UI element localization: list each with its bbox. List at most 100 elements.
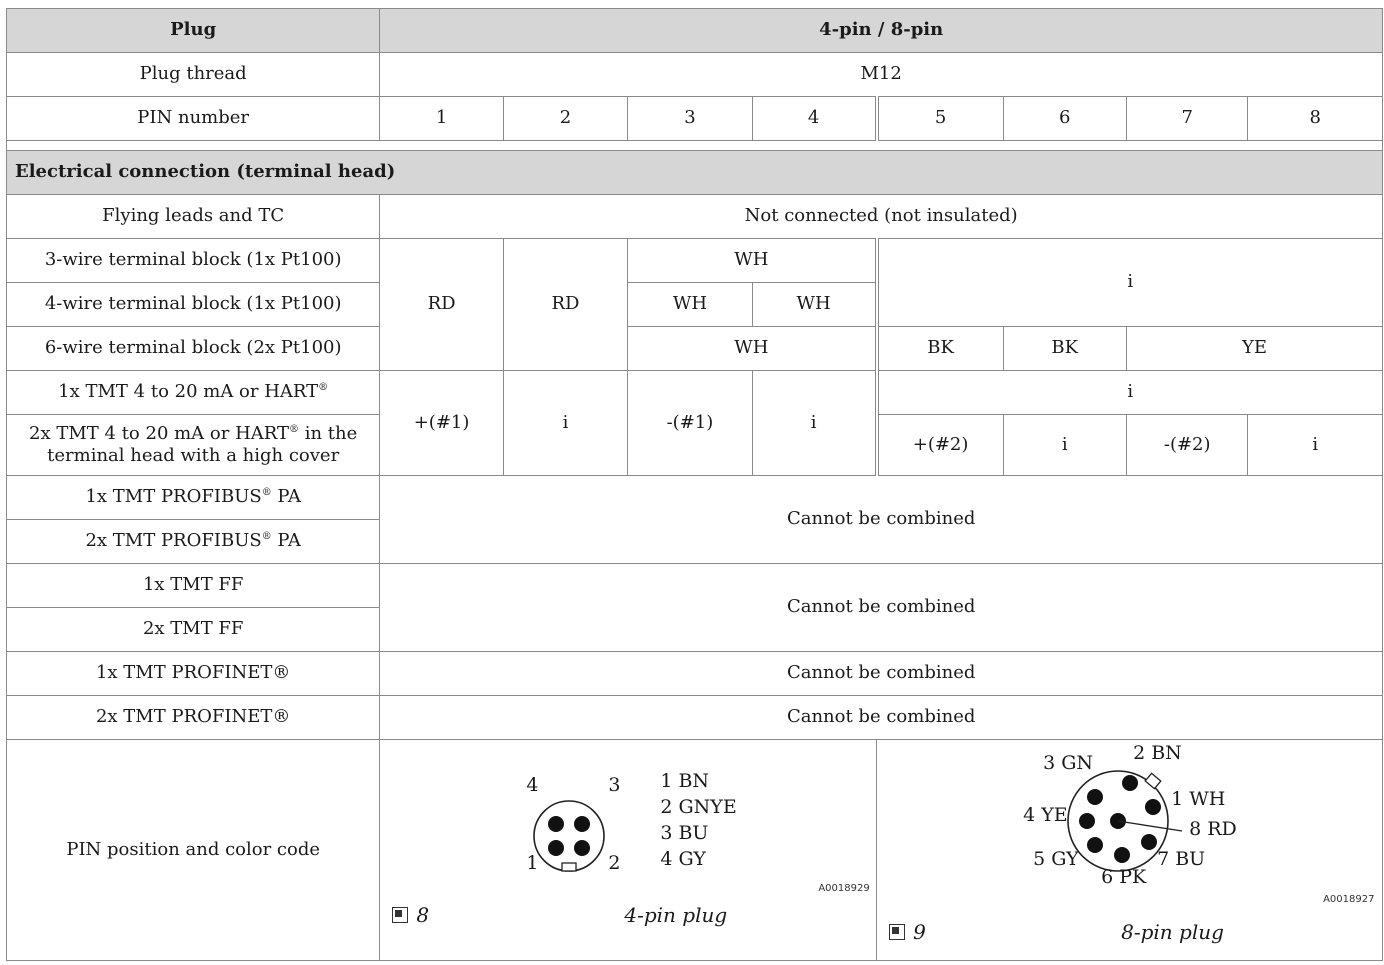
wire-pin2: RD (503, 239, 627, 371)
plug-8pin-label-2bn: 2 BN (1133, 742, 1182, 766)
plug-8pin-key (1145, 773, 1161, 788)
pin-3: 3 (628, 97, 752, 141)
profibus1-label: 1x TMT PROFIBUS® PA (7, 476, 380, 520)
plug-label: Plug (7, 9, 380, 53)
plug-4pin-label-1: 1 (526, 852, 538, 876)
plug-4pin-label-4: 4 (526, 774, 538, 798)
hart-pin2: i (503, 371, 627, 476)
profibus-value: Cannot be combined (380, 476, 1383, 564)
thread-row: Plug thread M12 (7, 53, 1383, 97)
wire-pin5-8: i (877, 239, 1383, 327)
wire3-row: 3-wire terminal block (1x Pt100) RD RD W… (7, 239, 1383, 283)
pin-5: 5 (877, 97, 1003, 141)
plug-4pin-legend-3: 3 BU (660, 822, 708, 846)
wire6-label: 6-wire terminal block (2x Pt100) (7, 327, 380, 371)
tmt1-hart-pin5-8: i (877, 371, 1383, 415)
profinet2-row: 2x TMT PROFINET® Cannot be combined (7, 696, 1383, 740)
ff-value: Cannot be combined (380, 564, 1383, 652)
plug-8pin-pin4 (1079, 813, 1095, 829)
profinet2-label: 2x TMT PROFINET® (7, 696, 380, 740)
wire6-row: 6-wire terminal block (2x Pt100) WH BK B… (7, 327, 1383, 371)
plug-4pin-legend-2: 2 GNYE (660, 796, 736, 820)
figure-8pin-number-text: 9 (913, 920, 926, 944)
spacer-row (7, 141, 1383, 151)
pin-6: 6 (1003, 97, 1126, 141)
wire6-pin3-4: WH (628, 327, 877, 371)
pin-7: 7 (1126, 97, 1247, 141)
profinet1-label: 1x TMT PROFINET® (7, 652, 380, 696)
figure-4pin-code: A0018929 (818, 883, 869, 896)
profibus1-row: 1x TMT PROFIBUS® PA Cannot be combined (7, 476, 1383, 520)
tmt2-hart-pin6: i (1003, 415, 1126, 476)
profibus1-reg: ® (262, 487, 272, 498)
plug-4pin-pin2 (574, 840, 590, 856)
hart-pin4: i (752, 371, 876, 476)
tmt2-hart-pin7: -(#2) (1126, 415, 1247, 476)
plug-8pin-pointer (1118, 821, 1182, 831)
plug-8pin-pin2 (1122, 775, 1138, 791)
tmt2-hart-reg: ® (289, 424, 299, 435)
hart-pin3: -(#1) (628, 371, 752, 476)
plug-8pin-label-4ye: 4 YE (1023, 804, 1068, 828)
tmt1-hart-label: 1x TMT 4 to 20 mA or HART® (7, 371, 380, 415)
pin-number-row: PIN number 1 2 3 4 5 6 7 8 (7, 97, 1383, 141)
plug-8pin-pin3 (1087, 789, 1103, 805)
spacer-cell (7, 141, 1383, 151)
figure-icon (392, 907, 408, 923)
plug-4pin-key (562, 863, 576, 871)
plug-4pin-legend-1: 1 BN (660, 770, 709, 794)
tmt2-hart-pin5: +(#2) (877, 415, 1003, 476)
plug-4pin-label-2: 2 (608, 852, 620, 876)
tmt1-hart-reg: ® (318, 382, 328, 393)
plug-4pin-label-3: 3 (608, 774, 620, 798)
plug-4pin-pin3 (574, 816, 590, 832)
profinet2-value: Cannot be combined (380, 696, 1383, 740)
wire4-label: 4-wire terminal block (1x Pt100) (7, 283, 380, 327)
plug-4pin-outline (534, 801, 604, 871)
tmt2-hart-label: 2x TMT 4 to 20 mA or HART® in the termin… (7, 415, 380, 476)
ff2-label: 2x TMT FF (7, 608, 380, 652)
profibus2-reg: ® (262, 531, 272, 542)
profinet1-row: 1x TMT PROFINET® Cannot be combined (7, 652, 1383, 696)
profibus1-label-text: 1x TMT PROFIBUS (85, 486, 261, 507)
plug-8pin-label-5gy: 5 GY (1033, 848, 1079, 872)
flying-leads-row: Flying leads and TC Not connected (not i… (7, 195, 1383, 239)
figure-8pin-caption: 8-pin plug (1121, 920, 1224, 945)
tmt1-hart-row: 1x TMT 4 to 20 mA or HART® +(#1) i -(#1)… (7, 371, 1383, 415)
plug-8pin-label-7bu: 7 BU (1157, 848, 1205, 872)
ff1-row: 1x TMT FF Cannot be combined (7, 564, 1383, 608)
plug-8pin-pin1 (1145, 799, 1161, 815)
section-title: Electrical connection (terminal head) (7, 151, 1383, 195)
pin-4: 4 (752, 97, 876, 141)
section-row: Electrical connection (terminal head) (7, 151, 1383, 195)
profinet1-value: Cannot be combined (380, 652, 1383, 696)
figure-8pin: 3 GN 2 BN 1 WH 4 YE 8 RD 5 GY 7 BU 6 PK … (877, 740, 1382, 960)
plug-8pin-label-8rd: 8 RD (1189, 818, 1237, 842)
profibus2-label: 2x TMT PROFIBUS® PA (7, 520, 380, 564)
wire4-pin3: WH (628, 283, 752, 327)
figure-icon (889, 924, 905, 940)
pin-position-label: PIN position and color code (7, 740, 380, 961)
wire3-label: 3-wire terminal block (1x Pt100) (7, 239, 380, 283)
wire-pin1: RD (380, 239, 503, 371)
profibus1-label-rest: PA (272, 486, 301, 507)
figure-4pin-number-text: 8 (416, 903, 429, 927)
wire6-pin7-8: YE (1126, 327, 1382, 371)
profibus2-label-text: 2x TMT PROFIBUS (85, 530, 261, 551)
header-row: Plug 4-pin / 8-pin (7, 9, 1383, 53)
figure-4pin-number: 8 (392, 903, 429, 928)
figure-8pin-cell: 3 GN 2 BN 1 WH 4 YE 8 RD 5 GY 7 BU 6 PK … (877, 740, 1383, 961)
figure-8pin-number: 9 (889, 920, 926, 945)
plug-8pin-pin7 (1141, 834, 1157, 850)
figure-4pin: 4 3 1 2 1 BN 2 GNYE 3 BU 4 GY A0018929 8… (380, 740, 876, 960)
pin-8: 8 (1248, 97, 1383, 141)
tmt2-hart-pin8: i (1248, 415, 1383, 476)
thread-value: M12 (380, 53, 1383, 97)
plug-8pin-label-6pk: 6 PK (1101, 866, 1146, 890)
ff1-label: 1x TMT FF (7, 564, 380, 608)
figure-8pin-code: A0018927 (1323, 894, 1374, 907)
thread-label: Plug thread (7, 53, 380, 97)
pin-label: PIN number (7, 97, 380, 141)
plug-8pin-label-1wh: 1 WH (1171, 788, 1225, 812)
pin-2: 2 (503, 97, 627, 141)
